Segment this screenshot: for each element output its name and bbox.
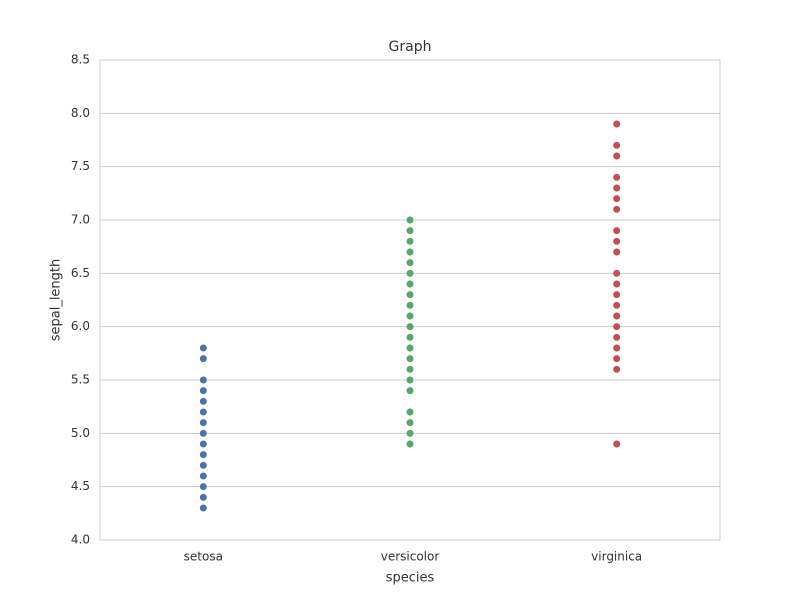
point <box>199 376 207 384</box>
point <box>199 504 207 512</box>
y-tick-label: 5.0 <box>71 426 90 440</box>
point <box>406 387 414 395</box>
point <box>613 344 621 352</box>
point <box>199 344 207 352</box>
plot-frame <box>99 59 721 541</box>
point <box>613 269 621 277</box>
point <box>406 312 414 320</box>
point <box>406 323 414 331</box>
point <box>199 472 207 480</box>
point <box>199 429 207 437</box>
point <box>406 419 414 427</box>
point <box>406 280 414 288</box>
point <box>406 237 414 245</box>
point <box>199 355 207 363</box>
point <box>613 227 621 235</box>
point <box>199 408 207 416</box>
x-axis-label: species <box>386 571 435 586</box>
point <box>613 184 621 192</box>
point <box>406 248 414 256</box>
x-tick-label: virginica <box>591 550 642 564</box>
point <box>406 301 414 309</box>
point <box>199 461 207 469</box>
y-tick-label: 8.0 <box>71 106 90 120</box>
point <box>613 141 621 149</box>
point <box>199 483 207 491</box>
x-tick-label: setosa <box>184 550 223 564</box>
point <box>406 429 414 437</box>
point <box>613 280 621 288</box>
point <box>406 355 414 363</box>
y-tick-label: 6.5 <box>71 266 90 280</box>
chart-title: Graph <box>389 39 432 55</box>
point <box>199 451 207 459</box>
point <box>613 440 621 448</box>
point <box>406 227 414 235</box>
point <box>613 173 621 181</box>
point <box>199 387 207 395</box>
point <box>199 440 207 448</box>
point <box>406 259 414 267</box>
point <box>406 344 414 352</box>
point <box>613 205 621 213</box>
point <box>199 493 207 501</box>
point <box>406 269 414 277</box>
point <box>613 323 621 331</box>
point <box>199 397 207 405</box>
point <box>406 216 414 224</box>
point <box>613 152 621 160</box>
point <box>613 248 621 256</box>
point <box>406 333 414 341</box>
y-tick-label: 7.5 <box>71 159 90 173</box>
point <box>406 440 414 448</box>
y-tick-label: 4.0 <box>71 533 90 547</box>
point <box>199 419 207 427</box>
y-tick-label: 6.0 <box>71 319 90 333</box>
y-tick-label: 7.0 <box>71 213 90 227</box>
point <box>406 365 414 373</box>
x-tick-label: versicolor <box>381 550 440 564</box>
point <box>613 365 621 373</box>
point <box>613 301 621 309</box>
point <box>613 355 621 363</box>
point <box>613 291 621 299</box>
y-tick-label: 5.5 <box>71 373 90 387</box>
point <box>613 333 621 341</box>
point <box>406 291 414 299</box>
point <box>406 408 414 416</box>
y-tick-label: 4.5 <box>71 479 90 493</box>
y-tick-label: 8.5 <box>71 53 90 67</box>
point <box>613 195 621 203</box>
point <box>406 376 414 384</box>
point <box>613 237 621 245</box>
y-axis-label: sepal_length <box>49 259 64 342</box>
point <box>613 312 621 320</box>
point <box>613 120 621 128</box>
